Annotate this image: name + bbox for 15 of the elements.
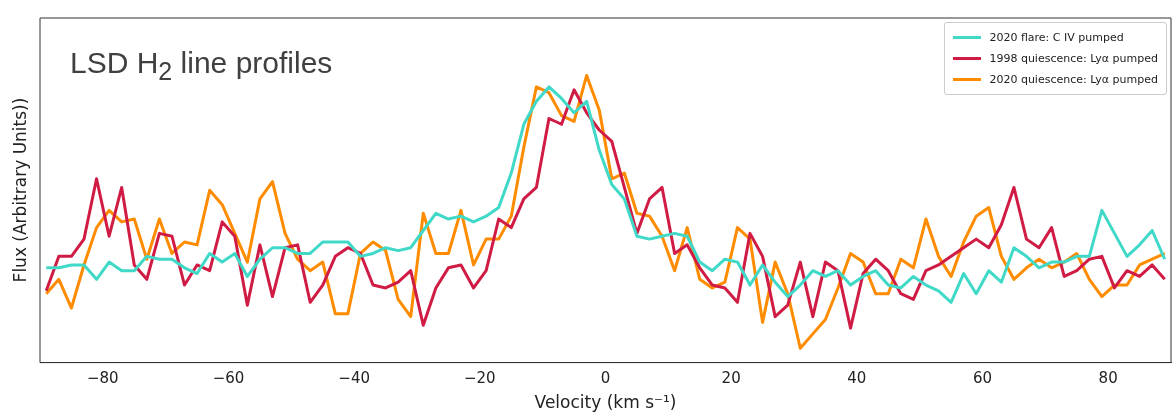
x-tick-label: 40 (847, 369, 867, 388)
x-axis-title: Velocity (km s⁻¹) (534, 392, 677, 413)
legend-label: 2020 flare: C IV pumped (989, 31, 1124, 44)
x-tick-label: 80 (1098, 369, 1118, 388)
x-tick-label: 20 (721, 369, 741, 388)
legend-label: 1998 quiescence: Lyα pumped (989, 52, 1158, 65)
x-tick-label: −20 (464, 369, 496, 388)
y-axis-title: Flux (Arbitrary Units)) (10, 97, 30, 283)
x-tick-label: −60 (212, 369, 245, 388)
legend-label: 2020 quiescence: Lyα pumped (989, 73, 1158, 86)
chart-title: LSD H$_{2}$ line profiles (70, 46, 333, 86)
x-tick-label: −40 (338, 369, 370, 388)
x-tick-label: −80 (87, 369, 119, 388)
x-tick-label: 0 (600, 369, 611, 388)
x-tick-label: 60 (972, 369, 993, 388)
